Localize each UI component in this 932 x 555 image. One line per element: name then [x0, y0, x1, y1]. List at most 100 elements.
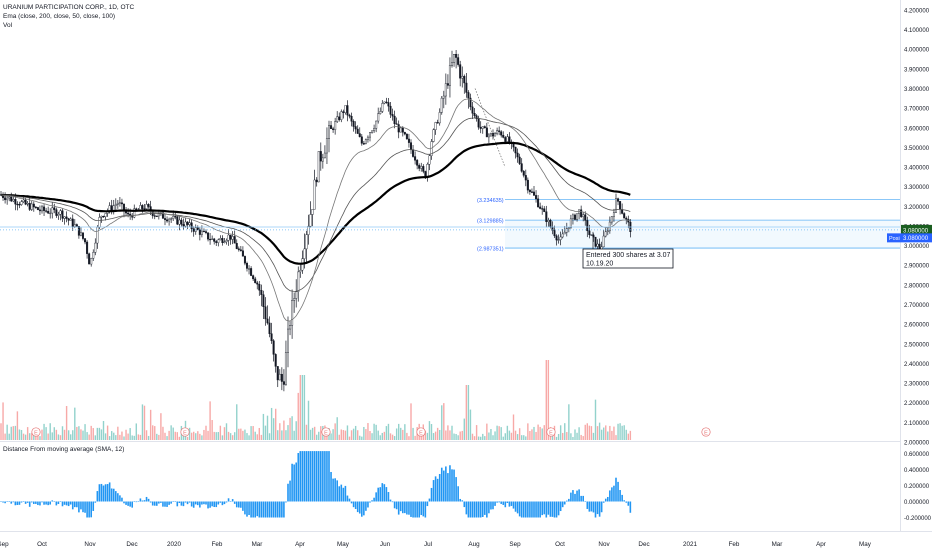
candle-body: [299, 269, 302, 273]
earnings-marker: [701, 427, 711, 437]
legend-ema[interactable]: Ema (close, 200, close, 50, close, 100): [3, 13, 116, 20]
osc-bar: [471, 501, 474, 518]
candle-body: [342, 111, 345, 113]
volume-bar: [518, 428, 521, 440]
candle-body: [291, 300, 294, 326]
volume-bar: [578, 427, 580, 440]
legend-vol[interactable]: Vol: [3, 22, 13, 29]
trend-line: [474, 88, 506, 168]
candle-body: [139, 205, 142, 211]
candle-body: [120, 202, 123, 205]
candle-body: [479, 126, 482, 129]
volume-bar: [297, 392, 299, 440]
oscillator-title[interactable]: Distance From moving average (SMA, 12): [3, 446, 125, 453]
osc-bar: [486, 501, 488, 518]
volume-bar: [264, 425, 267, 440]
osc-bar: [205, 501, 207, 505]
price-tick-label: 4.000000: [904, 48, 930, 54]
osc-tick-label: 0.400000: [904, 468, 930, 474]
candle-body: [473, 113, 476, 116]
candle-body: [461, 75, 464, 79]
candle-body: [92, 252, 95, 259]
volume-bar: [598, 422, 601, 440]
osc-bar: [162, 501, 164, 507]
price-tick-label: 2.000000: [904, 441, 930, 447]
candle-body: [30, 203, 33, 210]
osc-bar: [475, 501, 478, 518]
price-tick-label: 2.400000: [904, 362, 930, 368]
candle-body: [496, 130, 499, 134]
volume-bar: [471, 433, 474, 440]
volume-bar: [127, 433, 129, 440]
volume-bar: [143, 405, 146, 440]
osc-bar: [6, 501, 8, 502]
osc-bar: [270, 501, 273, 518]
osc-bar: [92, 501, 95, 511]
volume-bar: [475, 425, 478, 440]
volume-bar: [340, 429, 342, 440]
osc-bar: [588, 501, 591, 512]
candle-body: [225, 240, 228, 243]
volume-bar: [133, 435, 135, 440]
time-tick-label: Feb: [729, 541, 740, 548]
volume-bar: [395, 428, 398, 440]
legend-symbol[interactable]: URANIUM PARTICIPATION CORP., 1D, OTC: [3, 4, 135, 11]
volume-bar: [412, 427, 414, 440]
candle-body: [303, 248, 306, 259]
osc-bar: [33, 501, 35, 505]
price-tick-label: 2.900000: [904, 264, 930, 270]
volume-bar: [217, 432, 219, 440]
volume-bar: [582, 436, 584, 440]
candle-body: [485, 127, 488, 138]
osc-bar: [24, 501, 27, 504]
candle-body: [184, 221, 187, 227]
osc-bar: [397, 501, 400, 515]
volume-bar: [570, 433, 572, 440]
candle-body: [81, 232, 84, 239]
candle-body: [147, 204, 150, 207]
osc-bar: [240, 501, 242, 508]
osc-bar: [47, 501, 49, 506]
osc-bar: [449, 465, 451, 502]
earnings-marker: [180, 427, 190, 437]
axes: 4.200000 4.100000 4.000000 3.900000 3.800000…: [0, 8, 932, 548]
osc-bar: [156, 501, 158, 506]
osc-bar: [506, 501, 509, 504]
volume-bar: [18, 429, 21, 440]
volume-bar: [203, 429, 205, 440]
candle-body: [311, 208, 314, 215]
osc-bar: [67, 501, 70, 507]
osc-tick-label: 0.600000: [904, 452, 930, 458]
candle-body: [506, 136, 509, 142]
osc-bar: [496, 501, 498, 503]
candle-body: [407, 138, 410, 143]
candle-body: [118, 202, 121, 204]
time-tick-label: Apr: [295, 541, 305, 548]
price-tick-label: 2.800000: [904, 283, 930, 289]
candle-body: [520, 163, 523, 172]
volume-bar: [78, 426, 80, 440]
osc-bar: [326, 451, 328, 502]
osc-bar: [322, 451, 324, 502]
osc-bar: [135, 501, 138, 503]
candle-body: [129, 213, 132, 216]
osc-bar: [28, 501, 31, 507]
time-tick-label: Oct: [555, 541, 565, 548]
osc-bar: [283, 501, 285, 518]
candle-body: [168, 218, 171, 222]
osc-bar: [436, 478, 439, 502]
osc-bar: [434, 476, 437, 502]
candle-body: [364, 139, 367, 144]
volume-bar: [521, 435, 523, 440]
candle-body: [221, 238, 224, 243]
osc-bar: [238, 501, 240, 508]
osc-bar: [209, 501, 211, 508]
earnings-marker: [416, 427, 426, 437]
volume-bar: [305, 424, 308, 440]
candle-body: [84, 238, 87, 243]
price-tick-label: 3.900000: [904, 67, 930, 73]
volume-bar: [277, 430, 279, 440]
